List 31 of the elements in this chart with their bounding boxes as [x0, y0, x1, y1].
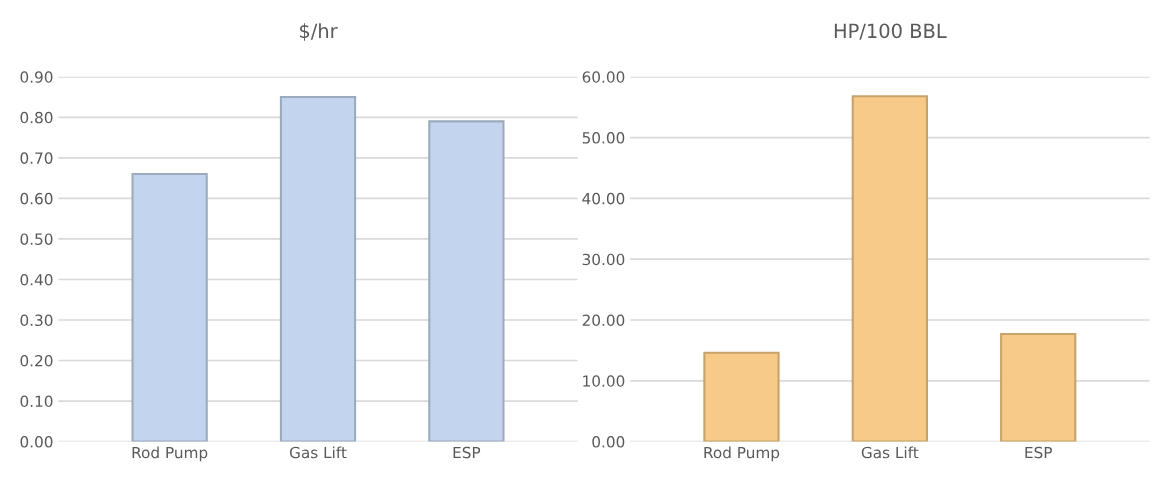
y-tick-label: 0.30 — [20, 314, 53, 327]
y-tick-label: 30.00 — [582, 253, 625, 266]
y-tick-label: 0.70 — [20, 152, 53, 164]
y-tick-label: 0.80 — [20, 111, 53, 124]
x-tick-label: Gas Lift — [289, 446, 347, 459]
bar — [851, 95, 928, 442]
y-tick-label: 0.20 — [20, 355, 53, 367]
x-tick-label: ESP — [1025, 446, 1052, 459]
y-tick-label: 0.10 — [20, 395, 53, 408]
bar — [428, 120, 505, 442]
y-tick-label: 0.60 — [20, 192, 53, 205]
y-tick-label: 0.00 — [20, 436, 53, 448]
y-tick-label: 60.00 — [582, 71, 625, 83]
y-tick-label: 20.00 — [582, 314, 625, 327]
x-tick-label: Rod Pump — [132, 446, 208, 462]
x-tick-label: ESP — [453, 446, 481, 459]
bar — [703, 351, 780, 442]
x-tick-label: Rod Pump — [704, 446, 780, 462]
chart-title: HP/100 BBL — [834, 23, 947, 40]
y-tick-label: 0.90 — [20, 71, 53, 83]
y-tick-label: 50.00 — [582, 132, 625, 144]
y-tick-label: 0.40 — [20, 273, 53, 286]
bar — [1000, 332, 1077, 442]
y-tick-label: 10.00 — [583, 375, 625, 387]
x-tick-label: Gas Lift — [861, 446, 919, 459]
bar — [131, 173, 208, 442]
bar — [279, 96, 357, 442]
y-tick-label: 0.00 — [592, 436, 625, 448]
chart-title: $/hr — [300, 23, 338, 41]
y-tick-label: 40.00 — [582, 192, 625, 205]
y-tick-label: 0.50 — [20, 233, 53, 245]
